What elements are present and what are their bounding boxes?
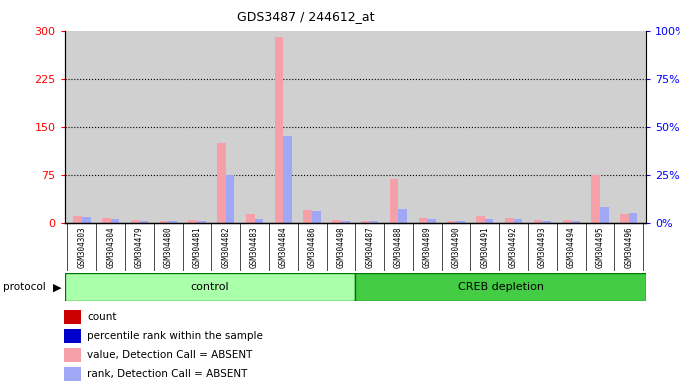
Bar	[398, 209, 407, 223]
Text: GSM304494: GSM304494	[566, 226, 576, 268]
Text: percentile rank within the sample: percentile rank within the sample	[87, 331, 262, 341]
Bar	[64, 310, 82, 324]
Text: protocol: protocol	[3, 282, 46, 292]
Bar	[102, 218, 111, 223]
Bar	[355, 273, 646, 301]
Bar	[485, 219, 494, 223]
Bar	[197, 221, 205, 223]
Text: GSM304304: GSM304304	[106, 226, 115, 268]
Bar	[131, 220, 139, 223]
Bar	[82, 217, 90, 223]
Bar	[254, 219, 263, 223]
Text: control: control	[190, 282, 229, 292]
Bar	[217, 143, 226, 223]
Bar	[571, 221, 580, 223]
Text: GSM304486: GSM304486	[307, 226, 317, 268]
Bar	[139, 221, 148, 223]
Bar	[600, 207, 609, 223]
Bar	[456, 221, 464, 223]
Bar	[333, 220, 341, 223]
Text: GSM304490: GSM304490	[452, 226, 460, 268]
Bar	[341, 221, 350, 223]
Bar	[246, 214, 254, 223]
Bar	[390, 179, 398, 223]
Text: GSM304482: GSM304482	[221, 226, 231, 268]
Text: GSM304498: GSM304498	[337, 226, 345, 268]
Bar	[160, 222, 168, 223]
Text: GSM304495: GSM304495	[596, 226, 605, 268]
Bar	[64, 348, 82, 362]
Text: GSM304479: GSM304479	[135, 226, 144, 268]
Bar	[168, 221, 177, 223]
Text: rank, Detection Call = ABSENT: rank, Detection Call = ABSENT	[87, 369, 248, 379]
Text: GSM304303: GSM304303	[78, 226, 86, 268]
Text: count: count	[87, 312, 116, 322]
Bar	[629, 213, 637, 223]
Bar	[64, 329, 82, 343]
Bar	[361, 222, 370, 223]
Bar	[620, 214, 629, 223]
Bar	[447, 222, 456, 223]
Text: GSM304489: GSM304489	[423, 226, 432, 268]
Bar	[543, 221, 551, 223]
Bar	[65, 273, 355, 301]
Bar	[370, 221, 378, 223]
Text: GSM304496: GSM304496	[624, 226, 633, 268]
Bar	[312, 211, 321, 223]
Text: GSM304484: GSM304484	[279, 226, 288, 268]
Bar	[111, 219, 119, 223]
Bar	[284, 136, 292, 223]
Text: CREB depletion: CREB depletion	[458, 282, 543, 292]
Text: GSM304480: GSM304480	[164, 226, 173, 268]
Bar	[427, 219, 436, 223]
Bar	[64, 367, 82, 381]
Bar	[505, 218, 513, 223]
Text: GSM304493: GSM304493	[538, 226, 547, 268]
Text: GSM304481: GSM304481	[192, 226, 201, 268]
Bar	[226, 175, 235, 223]
Text: ▶: ▶	[53, 282, 61, 292]
Text: GSM304483: GSM304483	[250, 226, 259, 268]
Text: GSM304492: GSM304492	[509, 226, 518, 268]
Text: GDS3487 / 244612_at: GDS3487 / 244612_at	[237, 10, 375, 23]
Bar	[73, 216, 82, 223]
Text: GSM304487: GSM304487	[365, 226, 374, 268]
Bar	[476, 216, 485, 223]
Text: GSM304488: GSM304488	[394, 226, 403, 268]
Bar	[303, 210, 312, 223]
Bar	[513, 219, 522, 223]
Bar	[562, 220, 571, 223]
Bar	[534, 220, 543, 223]
Bar	[419, 218, 427, 223]
Text: value, Detection Call = ABSENT: value, Detection Call = ABSENT	[87, 350, 252, 360]
Text: GSM304491: GSM304491	[480, 226, 490, 268]
Bar	[275, 37, 284, 223]
Bar	[188, 220, 197, 223]
Bar	[592, 175, 600, 223]
